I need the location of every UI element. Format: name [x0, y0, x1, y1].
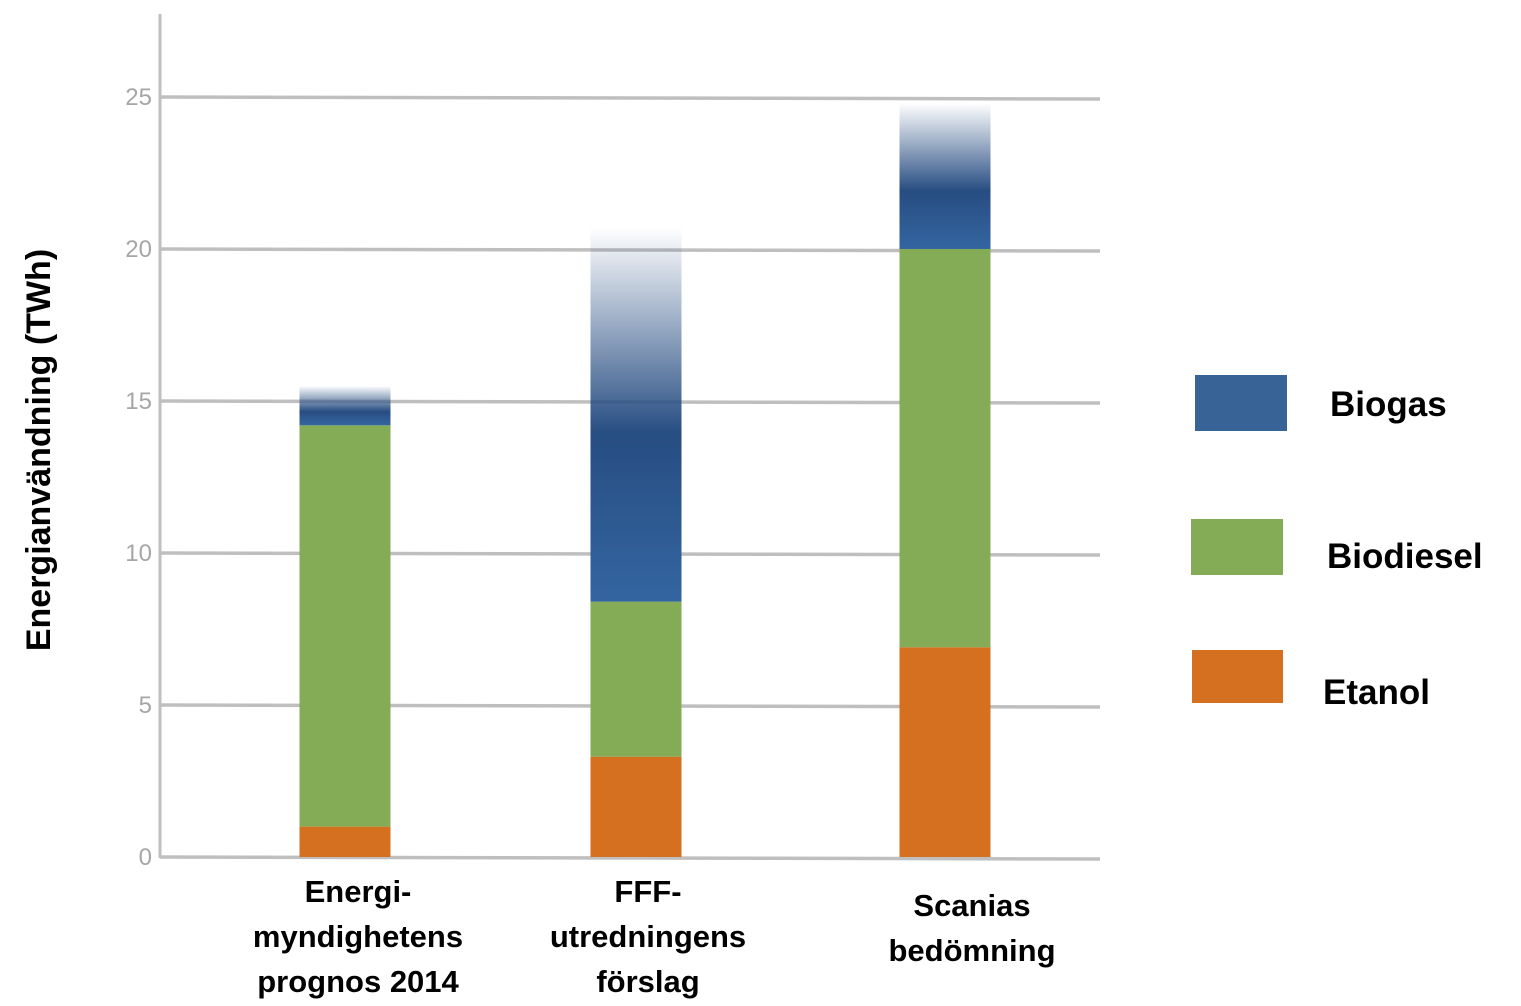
category-labels: Energi-myndighetens prognos 2014 FFF-utred… [253, 874, 1056, 999]
legend-label-etanol: Etanol [1323, 673, 1430, 712]
bar-biodiesel-3 [899, 249, 991, 648]
x-category-label: FFF- [614, 874, 681, 909]
legend-label-biodiesel: Biodiesel [1327, 537, 1483, 576]
bar-etanol-1 [299, 826, 391, 857]
bar-biogas-3 [899, 103, 991, 249]
x-category-label: Scanias [913, 888, 1030, 923]
bar-etanol-3 [899, 647, 991, 857]
legend-label-biogas: Biogas [1330, 385, 1447, 424]
bar-biodiesel-2 [590, 601, 682, 757]
bars [299, 103, 991, 857]
x-category-label: utredningens [550, 919, 746, 954]
x-category-label: myndighetens [253, 919, 463, 954]
y-tick-label: 25 [125, 84, 152, 111]
bar-biogas-2 [590, 227, 682, 602]
x-category-label: prognos 2014 [257, 964, 459, 999]
y-axis-label: Energianvändning (TWh) [20, 249, 58, 651]
y-tick-labels: 0 5 10 15 20 25 [125, 84, 152, 871]
x-category-label: förslag [596, 964, 699, 999]
gridline-25 [159, 95, 1101, 101]
bar-biogas-1 [299, 385, 391, 426]
y-tick-label: 0 [139, 844, 152, 871]
legend-swatch-biogas [1195, 375, 1287, 431]
legend-swatch-biodiesel [1191, 519, 1283, 575]
bar-etanol-2 [590, 756, 682, 857]
y-tick-label: 20 [125, 236, 152, 263]
y-tick-label: 15 [125, 388, 152, 415]
gridline-0 [159, 855, 1101, 861]
x-category-label: bedömning [888, 933, 1055, 968]
y-tick-label: 10 [125, 540, 152, 567]
x-category-label: Energi- [305, 874, 412, 909]
legend: Biogas Biodiesel Etanol [1191, 375, 1483, 712]
bar-biodiesel-1 [299, 425, 391, 827]
y-tick-label: 5 [139, 692, 152, 719]
legend-swatch-etanol [1192, 650, 1283, 703]
